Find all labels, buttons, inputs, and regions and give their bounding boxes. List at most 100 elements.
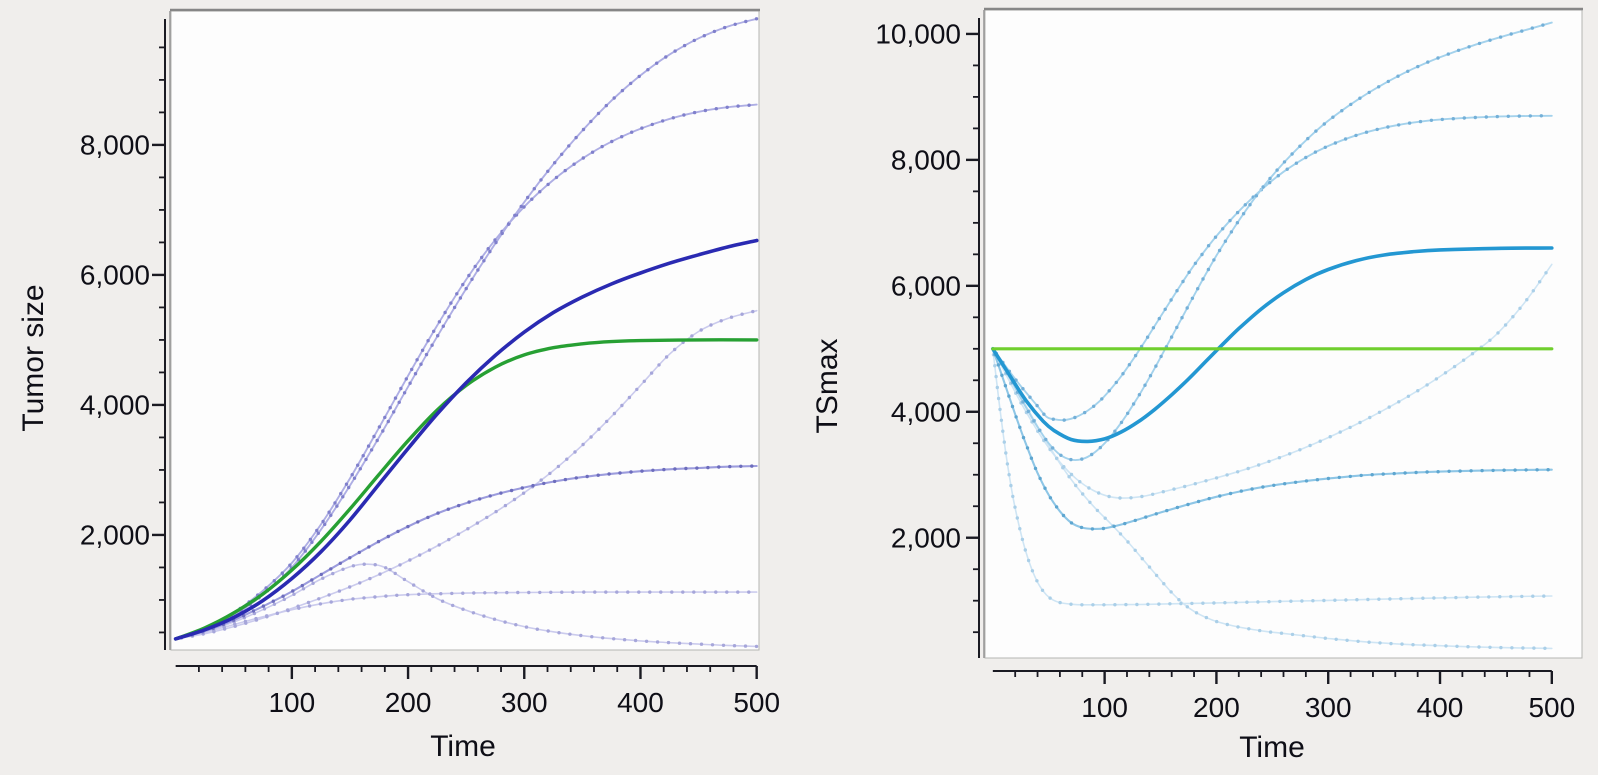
series-tsmax-sens-e-fast-dip-marker (1058, 600, 1062, 605)
series-tumor-sens-e-low-plateau-marker (571, 590, 575, 594)
series-tumor-sens-c-mid-plateau-marker (478, 497, 482, 501)
series-tumor-sens-f-decline-marker (644, 639, 649, 643)
series-tumor-sens-d-late-riser-marker (612, 411, 617, 416)
series-tsmax-sens-d-late-riser-marker (1328, 435, 1332, 439)
series-tumor-sens-a-top-riser-marker (347, 485, 351, 490)
series-tumor-sens-c-mid-plateau-marker (261, 604, 266, 608)
series-tumor-sens-b-high-plateau-marker (480, 255, 484, 260)
series-tumor-sens-a-top-riser-marker (358, 467, 362, 471)
series-tsmax-sens-c-mid-plateau-marker (1144, 515, 1148, 519)
series-tumor-sens-b-high-plateau-marker (356, 463, 360, 467)
series-tumor-sens-a-top-riser-marker (323, 522, 327, 527)
series-tumor-sens-a-top-riser-marker (646, 68, 650, 72)
series-tumor-sens-f-decline-marker (546, 629, 550, 633)
series-tsmax-sens-f-decay-marker (1422, 643, 1426, 647)
series-tumor-sens-d-late-riser-marker (212, 630, 216, 634)
series-tsmax-sens-e-fast-dip-marker (1333, 598, 1337, 602)
series-tsmax-sens-e-fast-dip-marker (1366, 597, 1370, 602)
series-tsmax-sens-f-decay-marker (1499, 645, 1503, 650)
series-tsmax-sens-e-fast-dip-marker (1410, 596, 1414, 601)
left-x-tick-label: 400 (617, 687, 664, 718)
series-tsmax-sens-f-decay-marker (1400, 642, 1404, 646)
series-tsmax-sens-f-decay-marker (1521, 646, 1525, 650)
series-tsmax-sens-d-late-riser-marker (1518, 306, 1522, 310)
right-y-tick-label: 6,000 (891, 271, 961, 302)
right-y-tick-label: 10,000 (875, 19, 961, 50)
series-tumor-sens-a-top-riser-marker (386, 419, 390, 424)
series-tsmax-sens-a-top-riser-marker (1090, 452, 1094, 457)
series-tumor-sens-b-high-plateau-marker (600, 144, 604, 149)
series-tsmax-sens-e-fast-dip-marker (1454, 595, 1458, 600)
series-tsmax-sens-c-mid-plateau-marker (1003, 384, 1008, 388)
left-y-tick-label: 8,000 (80, 130, 150, 161)
series-tsmax-sens-c-mid-plateau-marker (1112, 524, 1116, 528)
series-tumor-sens-b-high-plateau-marker (420, 348, 425, 352)
series-tumor-sens-c-mid-plateau-marker (585, 474, 589, 479)
series-tumor-sens-f-decline-marker (351, 564, 356, 568)
series-tsmax-sens-c-mid-plateau-marker (1283, 482, 1287, 486)
series-tsmax-sens-e-fast-dip-marker (1004, 451, 1008, 455)
series-tsmax-sens-f-decay-marker (1290, 632, 1295, 637)
series-tumor-sens-b-high-plateau-marker (461, 282, 465, 287)
series-tsmax-sens-b-high-plateau-marker (1397, 123, 1401, 127)
series-tumor-sens-e-low-plateau-marker (582, 590, 586, 594)
series-tumor-sens-b-high-plateau-marker (620, 135, 624, 139)
series-tsmax-sens-e-fast-dip-marker (996, 396, 1001, 401)
series-tsmax-sens-e-fast-dip-marker (1443, 596, 1447, 600)
series-tumor-sens-e-low-plateau (174, 591, 758, 640)
series-tumor-sens-c-mid-plateau-marker (499, 491, 503, 495)
series-tsmax-sens-a-top-riser-marker (1298, 144, 1302, 148)
left-x-tick-label: 500 (733, 687, 780, 718)
series-tumor-sens-a-top-riser-marker (452, 305, 457, 310)
series-tumor-sens-d-late-riser-marker (475, 521, 480, 525)
series-tsmax-sens-e-fast-dip-marker (1091, 603, 1095, 607)
series-tumor-sens-c-mid-plateau-marker (552, 479, 557, 484)
series-tsmax-sens-b-high-plateau-marker (1418, 119, 1423, 124)
series-tumor-sens-c-mid-plateau-marker (291, 589, 295, 593)
series-tumor-sens-b-high-plateau-marker (650, 122, 654, 127)
series-tumor-sens-c-mid-plateau-marker (426, 515, 430, 520)
series-tumor-sens-d-late-riser-marker (222, 627, 227, 631)
series-tsmax-sens-a-top-riser-marker (1509, 32, 1513, 36)
series-tumor-sens-f-decline-marker (282, 597, 286, 602)
series-tumor-sens-f-decline-marker (482, 614, 486, 618)
right-y-tick-label: 4,000 (891, 397, 961, 428)
series-tsmax-sens-a-top-riser-marker (1175, 325, 1179, 330)
series-tsmax-sens-d-late-riser-marker (1151, 492, 1155, 496)
series-tsmax-sens-a-top-riser-marker (1113, 429, 1117, 433)
series-tumor-sens-b-high-plateau-marker (522, 205, 526, 209)
series-tsmax-sens-d-late-riser-marker (1496, 331, 1500, 335)
series-tsmax-sens-a-top-riser-marker (1406, 69, 1410, 74)
series-tsmax-sens-d-late-riser-marker (1225, 473, 1229, 477)
series-tsmax-sens-d-late-riser-marker (1434, 377, 1439, 381)
series-tsmax-sens-e-fast-dip-marker (1018, 527, 1022, 531)
series-tumor-sens-e-low-plateau-marker (670, 590, 674, 594)
right-y-tick-label: 8,000 (891, 145, 961, 176)
series-tsmax-sens-d-late-riser-marker (1443, 371, 1448, 375)
series-tsmax-sens-a-top-riser-marker (1169, 335, 1174, 339)
series-tumor-sens-d-late-riser-marker (709, 323, 713, 327)
series-tumor-sens-f-decline-marker (699, 642, 704, 646)
series-tumor-sens-c-mid-plateau-marker (376, 539, 381, 544)
series-tumor-sens-f-decline-marker (412, 583, 416, 587)
series-tsmax-sens-e-fast-dip-marker (1388, 597, 1392, 601)
series-tumor-sens-d-late-riser-marker (589, 435, 593, 439)
series-tumor-sens-a-top-riser-marker (553, 161, 557, 165)
series-tumor-sens-e-low-plateau-marker (461, 591, 465, 595)
series-tsmax-sens-a-top-riser-marker (1229, 230, 1234, 234)
series-tsmax-sens-a-top-riser-marker (1235, 221, 1240, 225)
series-tsmax-sens-e-fast-dip-marker (1509, 594, 1513, 599)
series-tumor-sens-d-late-riser-marker (729, 315, 734, 319)
series-tsmax-sens-f-decay-marker (1367, 640, 1371, 644)
series-tsmax-sens-d-late-riser-marker (1406, 394, 1411, 398)
series-tumor-sens-e-low-plateau-marker (549, 590, 553, 594)
series-tumor-sens-d-late-riser-marker (690, 334, 694, 338)
series-tsmax-sens-c-mid-plateau-marker (1403, 471, 1407, 475)
series-tsmax-sens-b-high-plateau-marker (1073, 415, 1077, 420)
series-tsmax-sens-c-mid-plateau-marker (1079, 525, 1084, 530)
series-tsmax-sens-e-fast-dip-marker (1498, 595, 1502, 599)
series-tumor-sens-a-top-riser-marker (754, 17, 759, 21)
series-tumor-sens-a-top-riser-marker (413, 372, 418, 376)
series-tsmax-sens-c-mid-plateau-marker (1370, 473, 1374, 477)
series-tumor-sens-d-late-riser-marker (437, 543, 441, 547)
